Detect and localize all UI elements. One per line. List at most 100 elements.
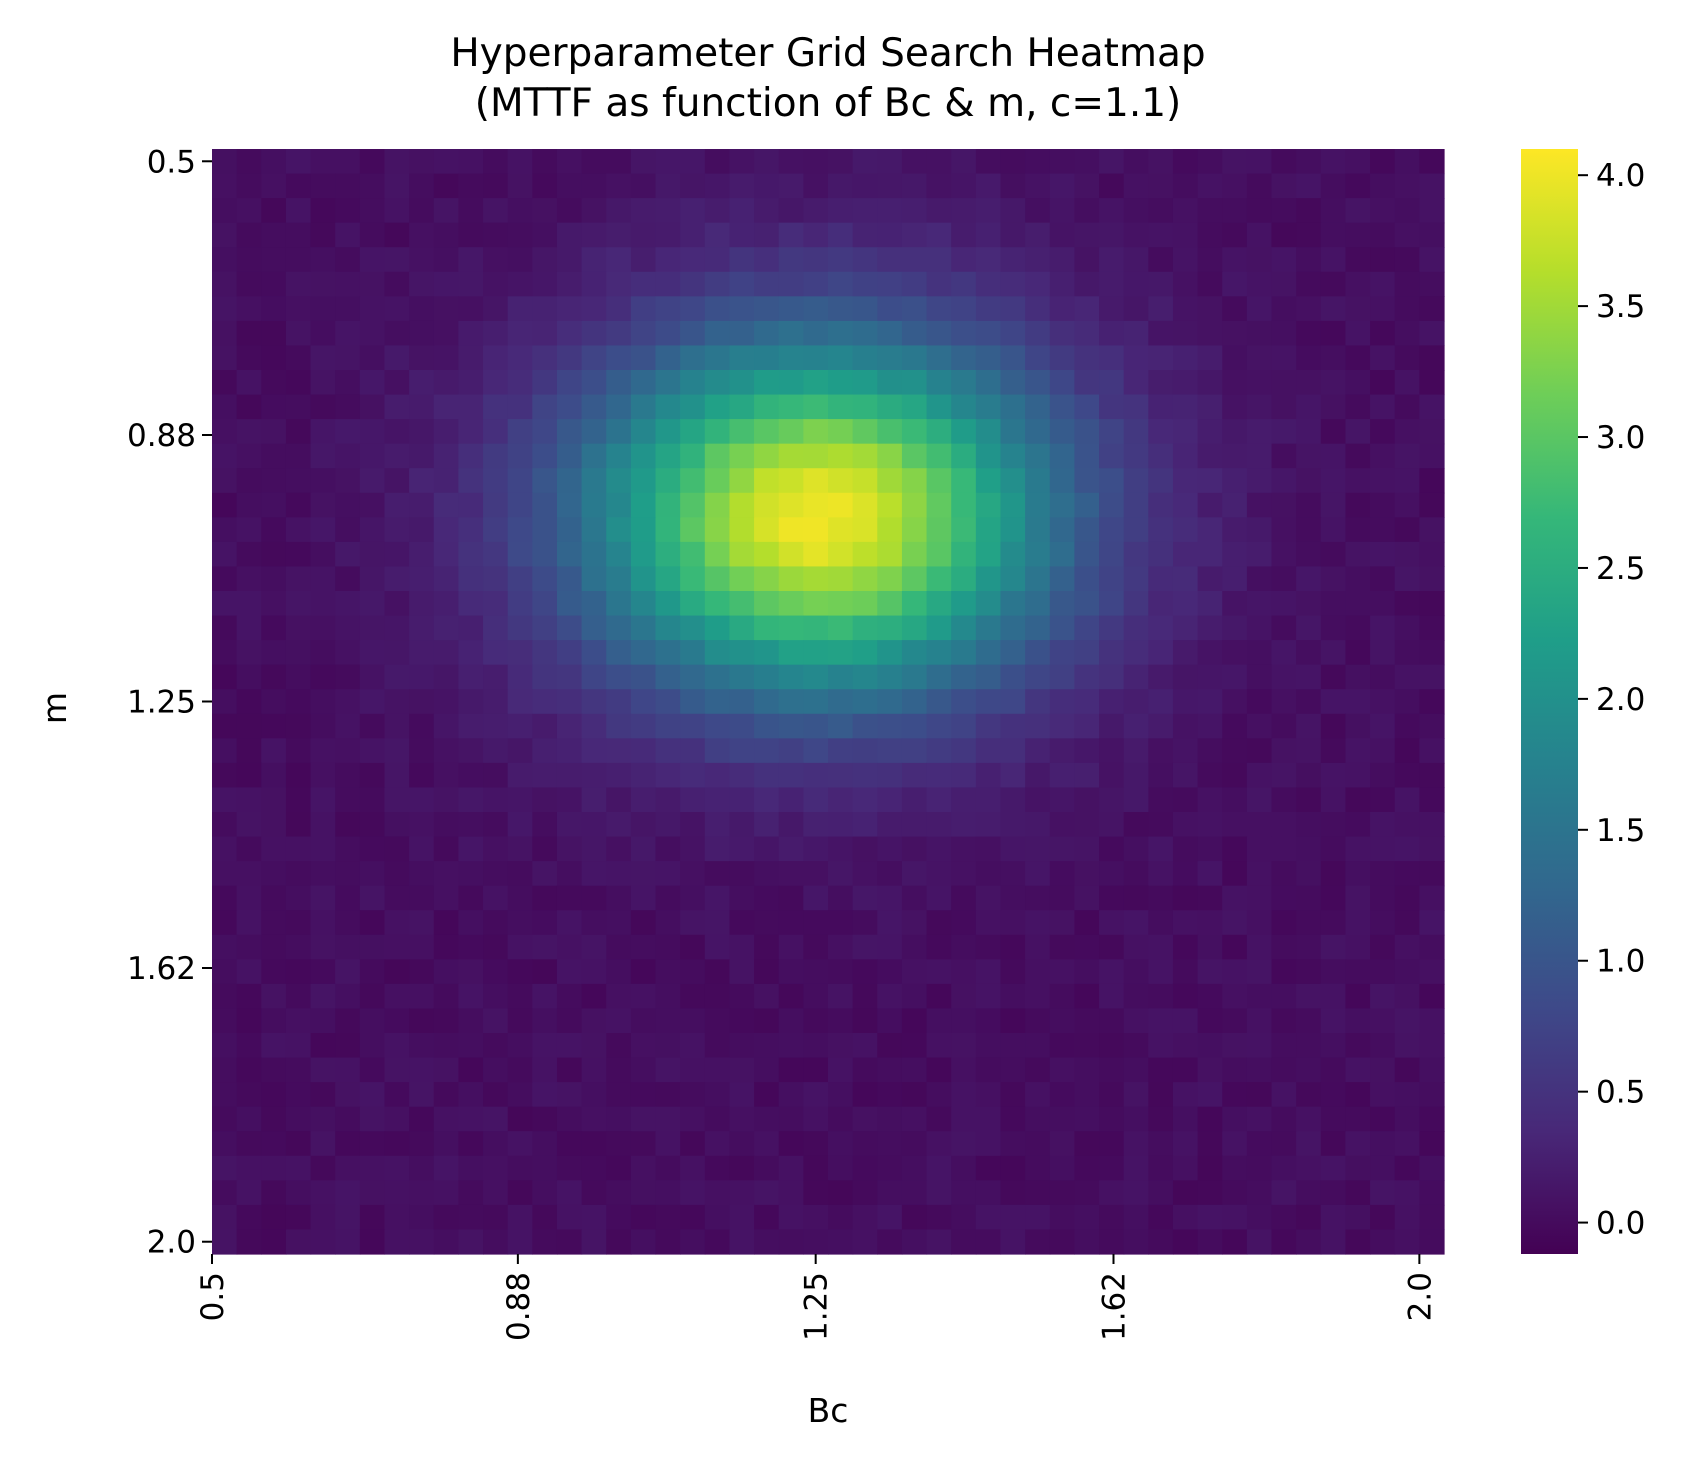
heatmap-cell bbox=[1197, 1204, 1223, 1231]
heatmap-cell bbox=[556, 419, 583, 445]
heatmap-cell bbox=[1419, 762, 1445, 789]
heatmap-cell bbox=[507, 394, 533, 420]
heatmap-cell bbox=[1197, 198, 1223, 224]
heatmap-cell bbox=[852, 222, 878, 248]
heatmap-cell bbox=[409, 934, 435, 960]
heatmap-cell bbox=[975, 320, 1002, 347]
heatmap-cell bbox=[409, 861, 435, 887]
heatmap-cell bbox=[1049, 419, 1075, 445]
heatmap-cell bbox=[483, 885, 509, 911]
heatmap-cell bbox=[556, 1033, 583, 1059]
heatmap-cell bbox=[1148, 1229, 1174, 1255]
heatmap-cell bbox=[1320, 738, 1347, 764]
heatmap-cell bbox=[212, 640, 238, 666]
heatmap-cell bbox=[901, 1155, 928, 1181]
heatmap-cell bbox=[1246, 492, 1273, 518]
heatmap-cell bbox=[606, 443, 632, 469]
heatmap-cell bbox=[532, 615, 558, 641]
heatmap-cell bbox=[261, 591, 287, 617]
heatmap-cell bbox=[1345, 861, 1371, 887]
heatmap-cell bbox=[458, 910, 484, 936]
heatmap-cell bbox=[754, 271, 780, 297]
heatmap-cell bbox=[285, 1082, 312, 1108]
heatmap-cell bbox=[310, 812, 336, 838]
heatmap-cell bbox=[754, 370, 780, 396]
heatmap-cell bbox=[483, 787, 509, 813]
heatmap-cell bbox=[975, 615, 1002, 641]
heatmap-cell bbox=[1197, 1131, 1223, 1157]
heatmap-cell bbox=[212, 615, 238, 641]
heatmap-cell bbox=[729, 198, 755, 224]
heatmap-cell bbox=[458, 173, 484, 199]
heatmap-cell bbox=[1370, 787, 1396, 813]
heatmap-cell bbox=[828, 394, 854, 420]
heatmap-cell bbox=[630, 247, 657, 273]
heatmap-cell bbox=[532, 1204, 558, 1231]
heatmap-cell bbox=[1246, 345, 1273, 371]
heatmap-cell bbox=[1419, 1106, 1445, 1132]
heatmap-cell bbox=[926, 222, 952, 248]
heatmap-cell bbox=[1074, 615, 1100, 641]
heatmap-cell bbox=[1345, 1008, 1371, 1034]
heatmap-cell bbox=[409, 836, 435, 862]
heatmap-cell bbox=[212, 1180, 238, 1206]
heatmap-cell bbox=[754, 615, 780, 641]
heatmap-cell bbox=[729, 787, 755, 813]
heatmap-cell bbox=[359, 1155, 386, 1181]
heatmap-cell bbox=[778, 1033, 804, 1059]
heatmap-cell bbox=[655, 1131, 681, 1157]
heatmap-cell bbox=[1271, 443, 1297, 469]
heatmap-cell bbox=[803, 394, 829, 420]
heatmap-cell bbox=[680, 664, 706, 690]
heatmap-cell bbox=[261, 910, 287, 936]
heatmap-cell bbox=[285, 541, 312, 568]
heatmap-cell bbox=[384, 959, 410, 985]
heatmap-cell bbox=[409, 1106, 435, 1132]
heatmap-cell bbox=[704, 247, 731, 273]
heatmap-cell bbox=[1222, 1155, 1248, 1181]
heatmap-cell bbox=[1394, 468, 1420, 494]
heatmap-cell bbox=[1197, 983, 1223, 1010]
heatmap-cell bbox=[359, 541, 386, 568]
heatmap-cell bbox=[335, 1155, 361, 1181]
heatmap-cell bbox=[1394, 738, 1420, 764]
heatmap-cell bbox=[1345, 934, 1371, 960]
heatmap-cell bbox=[212, 419, 238, 445]
heatmap-cell bbox=[556, 983, 583, 1010]
heatmap-cell bbox=[852, 591, 878, 617]
heatmap-cell bbox=[1370, 173, 1396, 199]
heatmap-cell bbox=[285, 1033, 312, 1059]
heatmap-cell bbox=[532, 640, 558, 666]
heatmap-cell bbox=[680, 910, 706, 936]
heatmap-cell bbox=[433, 1082, 459, 1108]
heatmap-cell bbox=[630, 738, 657, 764]
heatmap-cell bbox=[1172, 762, 1199, 789]
heatmap-cell bbox=[606, 1155, 632, 1181]
heatmap-cell bbox=[483, 345, 509, 371]
heatmap-cell bbox=[212, 1008, 238, 1034]
heatmap-cell bbox=[1345, 443, 1371, 469]
heatmap-cell bbox=[1394, 787, 1420, 813]
heatmap-cell bbox=[1123, 836, 1149, 862]
heatmap-cell bbox=[1320, 910, 1347, 936]
heatmap-cell bbox=[581, 198, 607, 224]
heatmap-cell bbox=[212, 959, 238, 985]
heatmap-cell bbox=[1394, 1131, 1420, 1157]
heatmap-cell bbox=[212, 861, 238, 887]
heatmap-cell bbox=[1394, 934, 1420, 960]
heatmap-cell bbox=[606, 983, 632, 1010]
colorbar-tick-label: 1.5 bbox=[1596, 813, 1645, 849]
heatmap-cell bbox=[261, 934, 287, 960]
heatmap-cell bbox=[483, 443, 509, 469]
heatmap-cell bbox=[877, 1008, 903, 1034]
heatmap-cell bbox=[778, 173, 804, 199]
heatmap-cell bbox=[261, 836, 287, 862]
heatmap-cell bbox=[803, 468, 829, 494]
heatmap-cell bbox=[901, 885, 928, 911]
heatmap-cell bbox=[1025, 492, 1051, 518]
heatmap-cell bbox=[1271, 296, 1297, 322]
heatmap-cell bbox=[556, 1131, 583, 1157]
heatmap-cell bbox=[1271, 394, 1297, 420]
heatmap-cell bbox=[951, 1082, 977, 1108]
heatmap-cell bbox=[212, 934, 238, 960]
